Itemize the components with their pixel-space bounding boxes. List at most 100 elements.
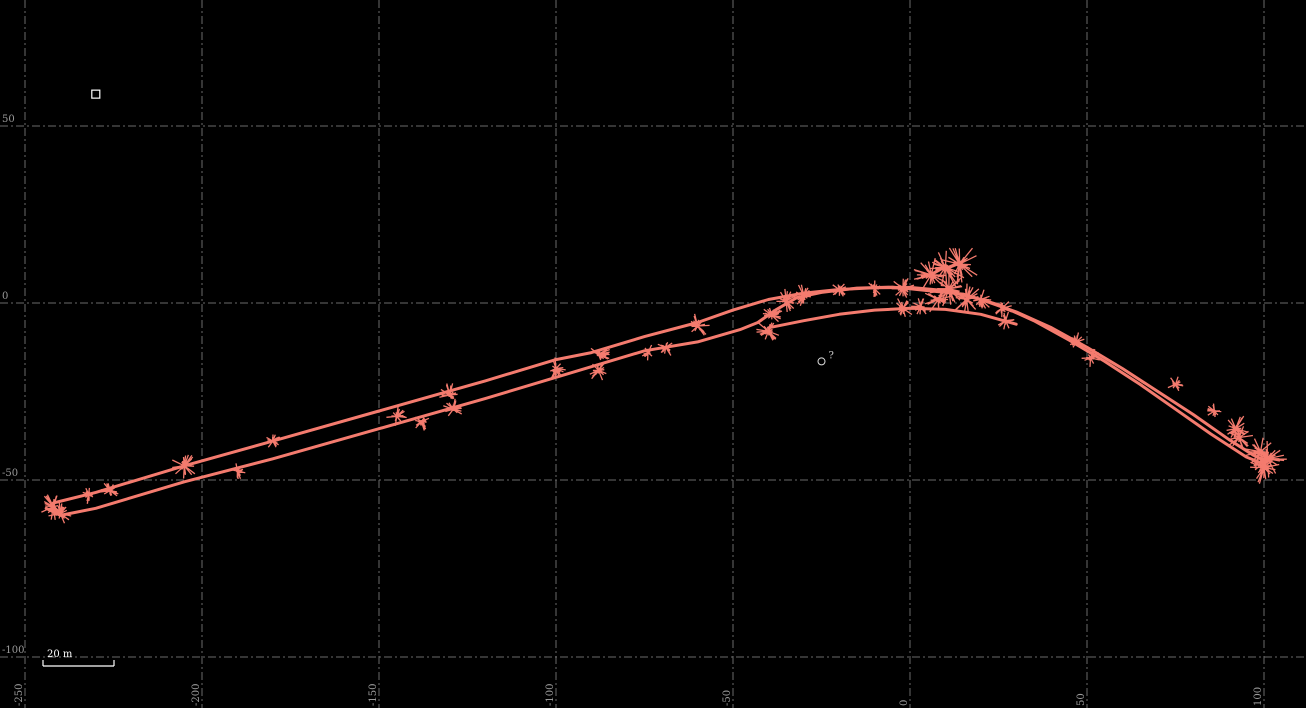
- noise-core: [419, 420, 424, 424]
- noise-cluster: [443, 398, 463, 417]
- y-tick-label: 0: [2, 291, 8, 302]
- noise-core: [900, 286, 905, 291]
- noise-cluster: [641, 344, 653, 361]
- noise-spikes: [386, 406, 407, 426]
- noise-core: [935, 297, 941, 302]
- noise-cluster: [386, 406, 407, 426]
- scale-bar: 20 m: [42, 649, 115, 667]
- noise-core: [554, 366, 558, 371]
- noise-spikes: [171, 454, 197, 479]
- track-series-2: [44, 285, 1266, 517]
- noise-spikes: [1167, 376, 1184, 392]
- noise-cluster: [590, 347, 610, 361]
- noise-core: [784, 299, 789, 304]
- square-marker: [91, 89, 101, 99]
- y-tick-label: -50: [2, 468, 18, 479]
- markers: ?: [91, 89, 834, 366]
- noise-cluster: [414, 416, 430, 431]
- noise-cluster: [793, 284, 811, 307]
- noise-spikes: [867, 280, 881, 297]
- tick-labels: -250 -200 -150 -100 -50 0 50 100 50 0 -50 -100: [2, 114, 1264, 706]
- noise-core: [596, 368, 601, 373]
- noise-cluster: [229, 463, 246, 480]
- x-tick-label: -150: [368, 684, 379, 706]
- noise-core: [801, 293, 806, 298]
- noise-cluster: [776, 288, 797, 312]
- noise-core: [901, 306, 905, 311]
- scale-bar-label: 20 m: [47, 649, 73, 660]
- noise-core: [108, 489, 112, 493]
- noise-cluster: [913, 257, 947, 290]
- noise-cluster: [171, 454, 197, 479]
- noise-core: [51, 504, 56, 509]
- noise-core: [1261, 464, 1267, 471]
- noise-spikes: [48, 501, 72, 524]
- noise-spikes: [657, 341, 674, 356]
- noise-cluster: [1207, 403, 1222, 418]
- noise-cluster: [41, 494, 63, 520]
- noise-cluster: [1068, 332, 1085, 348]
- noise-core: [447, 393, 452, 398]
- noise-spikes: [941, 247, 978, 285]
- noise-clusters: [41, 247, 1287, 524]
- x-tick-label: -50: [722, 690, 733, 706]
- noise-core: [182, 463, 187, 469]
- noise-cluster: [48, 501, 72, 524]
- noise-core: [873, 287, 876, 291]
- noise-core: [964, 296, 970, 303]
- noise-core: [945, 285, 953, 292]
- noise-core: [1174, 383, 1177, 386]
- noise-core: [236, 469, 239, 473]
- noise-spikes: [688, 313, 710, 336]
- x-tick-label: 50: [1076, 693, 1087, 706]
- noise-core: [394, 414, 399, 419]
- noise-spikes: [776, 288, 797, 312]
- noise-core: [928, 271, 935, 278]
- noise-core: [271, 439, 275, 443]
- noise-cluster: [266, 434, 281, 448]
- x-tick-label: -100: [545, 684, 556, 706]
- y-tick-label: 50: [2, 114, 15, 125]
- noise-cluster: [1167, 376, 1184, 392]
- noise-spikes: [41, 494, 63, 520]
- x-tick-label: -250: [14, 684, 25, 706]
- noise-cluster: [941, 247, 978, 285]
- noise-cluster: [756, 322, 780, 341]
- noise-spikes: [1068, 332, 1085, 348]
- marker-label: ?: [829, 350, 834, 361]
- noise-core: [58, 511, 63, 516]
- noise-core: [919, 305, 923, 309]
- noise-cluster: [924, 286, 953, 313]
- noise-spikes: [1226, 415, 1249, 439]
- noise-core: [1074, 340, 1078, 344]
- y-tick-label: -100: [2, 645, 24, 656]
- noise-core: [646, 351, 650, 354]
- noise-cluster: [657, 341, 674, 356]
- noise-cluster: [589, 362, 607, 381]
- x-tick-label: -200: [191, 684, 202, 706]
- noise-cluster: [832, 283, 847, 297]
- noise-cluster: [1081, 348, 1100, 367]
- noise-core: [770, 313, 774, 318]
- x-tick-label: 100: [1253, 687, 1264, 706]
- noise-spikes: [891, 278, 915, 298]
- noise-spikes: [924, 286, 953, 313]
- noise-spikes: [911, 298, 927, 315]
- noise-core: [664, 345, 668, 349]
- noise-cluster: [911, 298, 927, 315]
- noise-core: [87, 492, 91, 496]
- noise-core: [1000, 306, 1004, 311]
- noise-core: [1213, 409, 1216, 413]
- track-series-3: [766, 306, 1018, 330]
- noise-cluster: [1228, 424, 1253, 449]
- noise-cluster: [80, 487, 97, 504]
- noise-cluster: [867, 280, 881, 297]
- noise-cluster: [688, 313, 710, 336]
- noise-cluster: [891, 278, 915, 298]
- noise-core: [766, 329, 771, 334]
- noise-cluster: [439, 383, 458, 400]
- noise-core: [695, 324, 700, 328]
